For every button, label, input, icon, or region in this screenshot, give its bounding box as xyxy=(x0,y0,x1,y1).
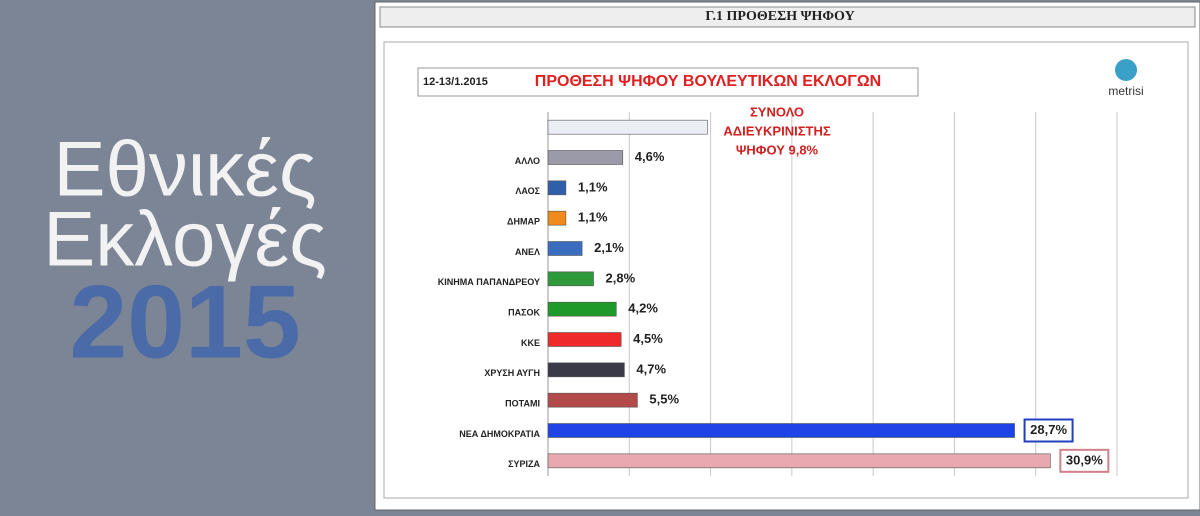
bar xyxy=(547,271,594,287)
category-label: ΔΗΜΑΡ xyxy=(507,217,540,227)
bar xyxy=(547,180,567,196)
logo: metrisi xyxy=(1108,84,1143,98)
bar xyxy=(547,362,625,378)
annotation: ΣΥΝΟΛΟ xyxy=(750,104,804,119)
value-label: 2,8% xyxy=(606,270,636,285)
category-label: ΠΟΤΑΜΙ xyxy=(505,399,540,409)
title-box xyxy=(417,67,919,97)
value-label: 4,7% xyxy=(636,361,666,376)
value-label: 4,2% xyxy=(628,301,658,316)
category-label: ΣΥΡΙΖΑ xyxy=(508,459,540,469)
value-label: 4,5% xyxy=(633,331,663,346)
category-label: ΑΝΕΛ xyxy=(515,247,540,257)
panel-header xyxy=(379,6,1196,28)
chart-date: 12-13/1.2015 xyxy=(423,76,488,88)
bar xyxy=(547,210,567,226)
banner-line: Εθνικές xyxy=(53,125,316,213)
banner-year: 2015 xyxy=(69,264,300,380)
bar xyxy=(547,301,617,317)
value-label: 28,7% xyxy=(1030,422,1067,437)
bar xyxy=(547,453,1051,469)
category-label: ΚΙΝΗΜΑ ΠΑΠΑΝΔΡΕΟΥ xyxy=(438,277,540,287)
category-label: ΛΑΟΣ xyxy=(515,186,540,196)
bar xyxy=(547,423,1015,438)
value-label: 1,1% xyxy=(578,179,608,194)
label-box xyxy=(1023,418,1074,443)
value-label: 30,9% xyxy=(1066,452,1103,467)
logo-mark xyxy=(1115,59,1137,81)
annotation: ΨΗΦΟΥ 9,8% xyxy=(736,142,819,157)
panel-title: Γ.1 ΠΡΟΘΕΣΗ ΨΗΦΟΥ xyxy=(705,9,854,24)
value-label: 4,6% xyxy=(635,149,665,164)
banner-line: Εκλογές xyxy=(43,195,327,283)
category-label: ΠΑΣΟΚ xyxy=(508,308,540,318)
bar xyxy=(547,392,638,408)
value-label: 1,1% xyxy=(578,210,608,225)
label-box xyxy=(1059,448,1110,473)
category-label: ΚΚΕ xyxy=(521,338,540,348)
category-label: ΧΡΥΣΗ ΑΥΓΗ xyxy=(484,368,540,378)
value-label: 5,5% xyxy=(649,392,679,407)
chart-title: ΠΡΟΘΕΣΗ ΨΗΦΟΥ ΒΟΥΛΕΥΤΙΚΩΝ ΕΚΛΟΓΩΝ xyxy=(535,73,881,90)
annotation: ΑΔΙΕΥΚΡΙΝΙΣΤΗΣ xyxy=(723,123,830,138)
bar xyxy=(547,150,624,165)
bar xyxy=(547,332,622,347)
bar xyxy=(547,119,708,135)
category-label: ΝΕΑ ΔΗΜΟΚΡΑΤΙΑ xyxy=(459,429,540,439)
bar xyxy=(547,241,583,256)
value-label: 2,1% xyxy=(594,240,624,255)
category-label: ΑΛΛΟ xyxy=(515,156,540,166)
